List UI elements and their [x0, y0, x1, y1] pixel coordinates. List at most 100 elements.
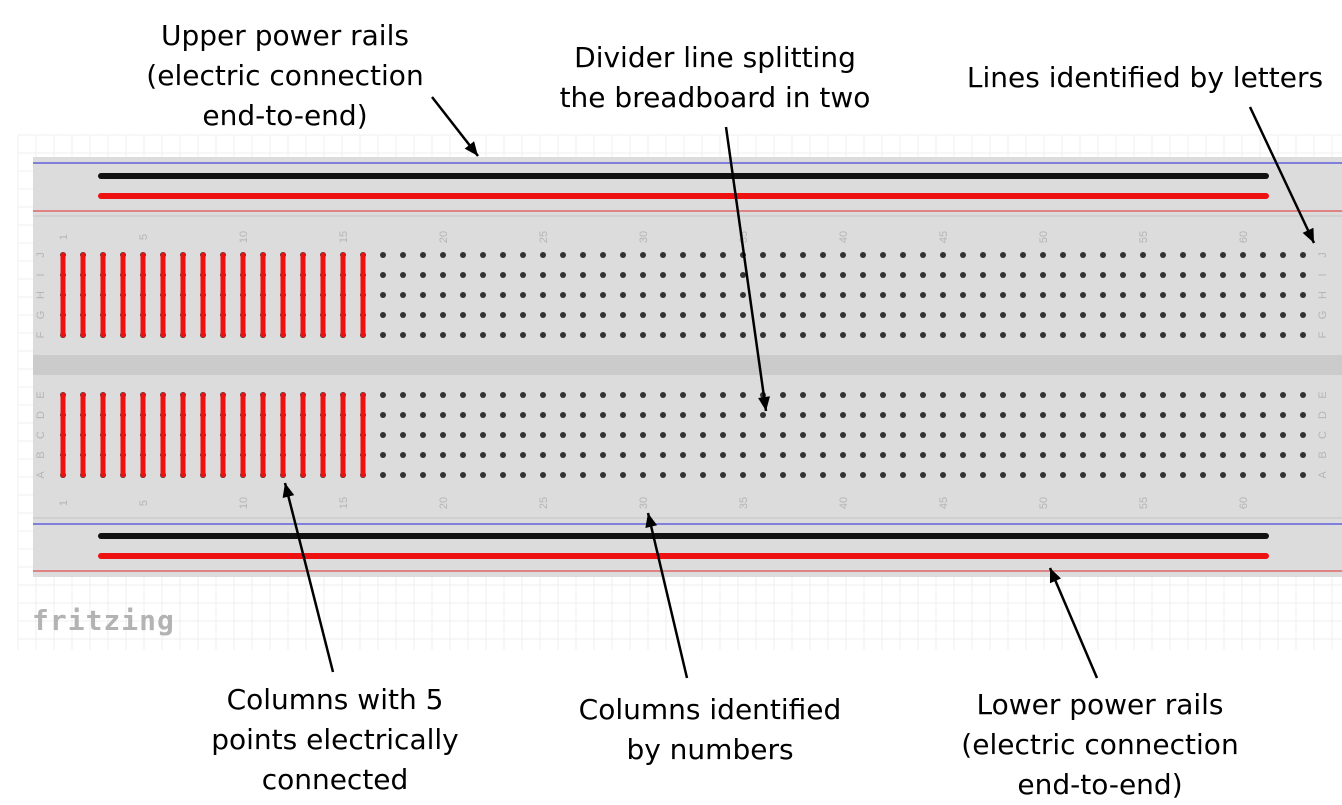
- column-number-label: 10: [238, 497, 250, 509]
- breadboard-hole: [1300, 432, 1306, 438]
- breadboard-hole: [880, 412, 886, 418]
- breadboard-hole: [400, 272, 406, 278]
- breadboard-hole: [1240, 392, 1246, 398]
- breadboard-hole: [1000, 272, 1006, 278]
- breadboard-hole: [1100, 432, 1106, 438]
- breadboard-hole: [1160, 452, 1166, 458]
- breadboard-hole: [820, 392, 826, 398]
- breadboard-hole: [420, 452, 426, 458]
- breadboard-hole: [1160, 252, 1166, 258]
- breadboard-hole: [600, 272, 606, 278]
- breadboard-hole: [420, 472, 426, 478]
- breadboard-hole: [1180, 312, 1186, 318]
- breadboard-hole: [1240, 252, 1246, 258]
- breadboard-hole: [580, 252, 586, 258]
- breadboard-hole: [460, 392, 466, 398]
- breadboard-hole: [1040, 452, 1046, 458]
- breadboard-hole: [800, 272, 806, 278]
- breadboard-hole: [900, 412, 906, 418]
- breadboard-hole: [540, 312, 546, 318]
- breadboard-hole: [840, 452, 846, 458]
- column-number-label: 15: [338, 231, 350, 243]
- column-number-label: 55: [1138, 497, 1150, 509]
- breadboard-hole: [700, 332, 706, 338]
- breadboard-hole: [1300, 412, 1306, 418]
- breadboard-hole: [580, 292, 586, 298]
- breadboard-hole: [500, 312, 506, 318]
- breadboard-hole: [720, 452, 726, 458]
- breadboard-hole: [480, 332, 486, 338]
- breadboard-hole: [1000, 292, 1006, 298]
- breadboard-hole: [680, 452, 686, 458]
- breadboard-hole: [560, 472, 566, 478]
- breadboard-hole: [580, 312, 586, 318]
- breadboard-hole: [1260, 312, 1266, 318]
- breadboard-hole: [980, 292, 986, 298]
- breadboard-hole: [500, 452, 506, 458]
- numbered-columns-annotation: Columns identified by numbers: [578, 693, 842, 766]
- breadboard-hole: [1200, 472, 1206, 478]
- arrow-line: [1048, 567, 1099, 679]
- breadboard-hole: [1220, 332, 1226, 338]
- breadboard-hole: [540, 412, 546, 418]
- breadboard-hole: [780, 272, 786, 278]
- breadboard-hole: [740, 452, 746, 458]
- breadboard-hole: [880, 312, 886, 318]
- breadboard-hole: [1040, 332, 1046, 338]
- breadboard-hole: [800, 432, 806, 438]
- breadboard-hole: [920, 332, 926, 338]
- breadboard-hole: [680, 272, 686, 278]
- breadboard-hole: [380, 452, 386, 458]
- arrow-head: [1302, 227, 1314, 243]
- breadboard-hole: [900, 472, 906, 478]
- arrow-head: [758, 396, 770, 411]
- breadboard-hole: [1280, 472, 1286, 478]
- breadboard-hole: [1080, 252, 1086, 258]
- breadboard-hole: [480, 432, 486, 438]
- breadboard-hole: [1020, 292, 1026, 298]
- breadboard-hole: [500, 332, 506, 338]
- breadboard-hole: [480, 472, 486, 478]
- breadboard-hole: [820, 452, 826, 458]
- breadboard-hole: [840, 252, 846, 258]
- breadboard-hole: [860, 332, 866, 338]
- breadboard-hole: [1120, 452, 1126, 458]
- breadboard-hole: [1280, 432, 1286, 438]
- breadboard-hole: [640, 412, 646, 418]
- breadboard-hole: [760, 332, 766, 338]
- breadboard-hole: [1060, 252, 1066, 258]
- breadboard-hole: [680, 292, 686, 298]
- breadboard-hole: [440, 272, 446, 278]
- column-number-label: 1: [58, 500, 70, 506]
- breadboard-hole: [720, 332, 726, 338]
- breadboard-hole: [940, 312, 946, 318]
- breadboard-hole: [720, 292, 726, 298]
- breadboard-hole: [860, 292, 866, 298]
- breadboard-hole: [1060, 332, 1066, 338]
- column-number-label: 1: [58, 234, 70, 240]
- breadboard-hole: [380, 392, 386, 398]
- breadboard-hole: [1140, 392, 1146, 398]
- breadboard-hole: [920, 472, 926, 478]
- breadboard-hole: [560, 332, 566, 338]
- breadboard-hole: [1200, 332, 1206, 338]
- breadboard-hole: [500, 472, 506, 478]
- breadboard-hole: [940, 412, 946, 418]
- breadboard-hole: [960, 272, 966, 278]
- breadboard-hole: [700, 472, 706, 478]
- breadboard-hole: [1060, 432, 1066, 438]
- breadboard-hole: [1100, 472, 1106, 478]
- row-letter-label: F: [1317, 331, 1329, 338]
- row-letter-label: G: [35, 311, 47, 320]
- breadboard-hole: [1240, 412, 1246, 418]
- breadboard-hole: [580, 412, 586, 418]
- breadboard-hole: [1040, 472, 1046, 478]
- breadboard-hole: [1140, 432, 1146, 438]
- breadboard-hole: [920, 272, 926, 278]
- breadboard-hole: [820, 432, 826, 438]
- breadboard-hole: [1060, 272, 1066, 278]
- breadboard-hole: [460, 452, 466, 458]
- breadboard-hole: [620, 432, 626, 438]
- breadboard-hole: [1060, 392, 1066, 398]
